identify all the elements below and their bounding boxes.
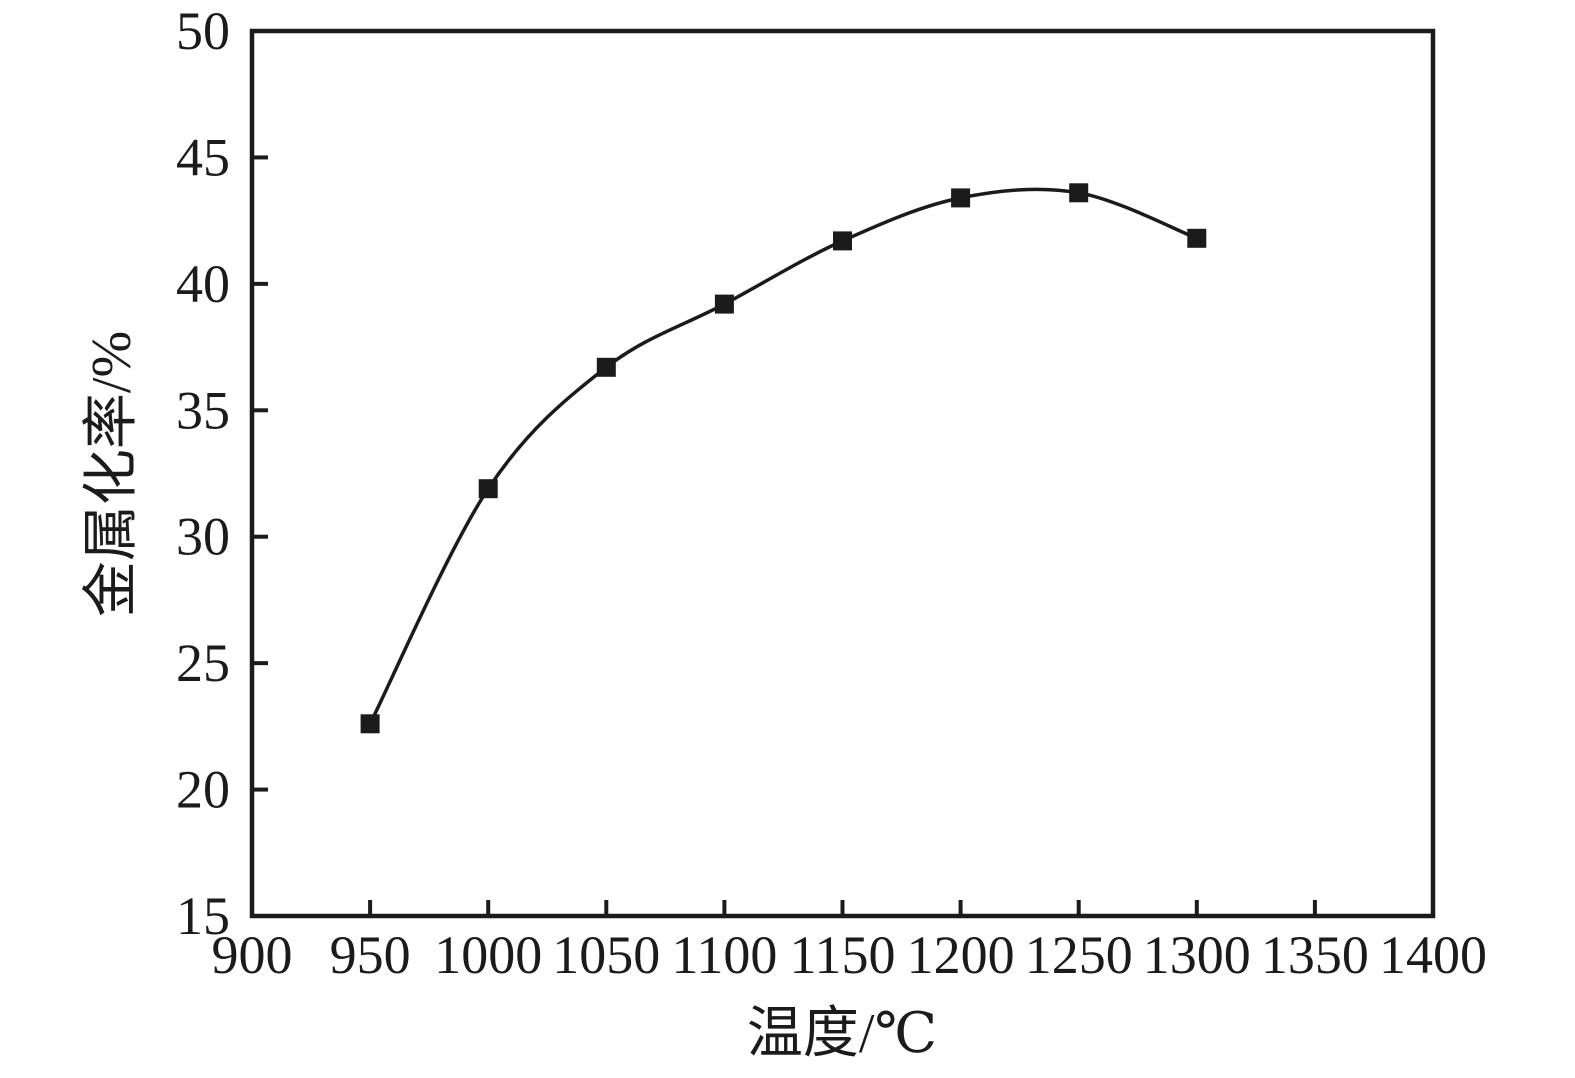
y-axis-tick-label: 30 [176,507,230,567]
data-point-marker [478,479,498,499]
series-line [368,187,1198,725]
data-point-marker [360,714,380,734]
y-axis-tick-label: 40 [176,254,230,314]
x-axis-tick-label: 1250 [1025,925,1133,985]
y-axis-tick-label: 45 [176,127,230,187]
x-axis-tick-label: 1350 [1261,925,1369,985]
y-axis-tick-label: 25 [176,633,230,693]
data-point-marker [1069,183,1089,203]
y-axis-tick-label: 15 [176,886,230,946]
data-point-marker [1187,228,1207,248]
data-point-marker [951,188,971,208]
x-axis-tick-label: 1150 [790,925,896,985]
data-point-marker [833,231,852,251]
y-axis-tick-label: 50 [176,1,230,61]
x-axis-tick-label: 1100 [671,925,777,985]
y-axis-tick-label: 35 [176,380,230,440]
x-axis-tick-label: 1400 [1379,925,1487,985]
data-point-marker [596,357,616,377]
plot-frame [249,28,1436,919]
x-axis-tick-label: 1300 [1143,925,1251,985]
data-point-marker [714,294,734,314]
y-axis-tick-label: 20 [176,760,230,820]
x-axis-tick-label: 1050 [552,925,660,985]
x-axis-tick-label: 950 [330,925,411,985]
x-axis-label: 温度/℃ [746,1003,938,1065]
x-axis-tick-label: 1000 [434,925,542,985]
x-axis-tick-label: 1200 [907,925,1015,985]
x-axis-tick-label: 900 [212,925,293,985]
y-axis-label: 金属化率/% [81,330,143,618]
